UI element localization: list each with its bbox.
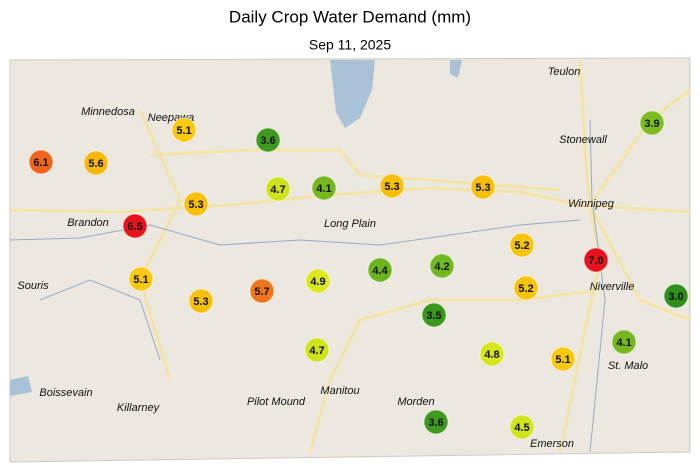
station-value: 4.7 [309,345,324,357]
station-value: 6.5 [127,221,142,233]
station-marker [249,278,275,304]
station-value: 4.8 [484,349,499,361]
station-marker [429,253,455,279]
station-value: 3.5 [426,310,441,322]
station-marker [83,150,109,176]
station-marker [379,173,405,199]
basemap [9,57,691,463]
station-marker [171,117,197,143]
station-value: 4.9 [310,276,325,288]
place-label: Teulon [548,66,581,78]
station-marker [663,283,689,309]
station-value: 7.0 [588,255,603,267]
place-label: Emerson [530,438,574,450]
station-marker [305,268,331,294]
title: Daily Crop Water Demand (mm) [229,7,471,26]
station-value: 5.3 [384,181,399,193]
station-marker [311,175,337,201]
station-value: 5.1 [555,354,570,366]
station-value: 3.9 [644,118,659,130]
station-value: 5.3 [193,296,208,308]
place-label: Stonewall [559,134,607,146]
station-marker [128,266,154,292]
station-marker [423,409,449,435]
place-label: Manitou [320,385,359,397]
place-label: Pilot Mound [247,396,306,408]
station-marker [583,247,609,273]
station-value: 4.2 [434,261,449,273]
station-marker [611,329,637,355]
stations: 6.1 5.6 5.1 3.6 4.7 4.1 5.3 5.3 3.9 5.3 6.5 5.1 5.3 5… [28,110,689,440]
station-value: 4.4 [372,265,388,277]
station-value: 5.3 [475,182,490,194]
station-value: 5.3 [188,199,203,211]
station-marker [367,257,393,283]
station-marker [188,288,214,314]
station-marker [255,127,281,153]
subtitle: Sep 11, 2025 [309,37,391,53]
station-marker [513,275,539,301]
station-value: 5.2 [518,283,533,295]
station-value: 5.7 [254,286,269,298]
place-label: Niverville [590,281,635,293]
station-value: 5.6 [88,158,103,170]
place-label: St. Malo [608,360,648,372]
place-label: Minnedosa [81,106,135,118]
station-value: 3.0 [668,291,683,303]
station-marker [421,302,447,328]
place-label: Long Plain [324,218,376,230]
station-marker [509,414,535,440]
place-label: Souris [17,280,49,292]
station-value: 3.6 [428,417,443,429]
station-value: 3.6 [260,135,275,147]
station-marker [28,149,54,175]
station-marker [509,232,535,258]
station-marker [470,174,496,200]
station-marker [639,110,665,136]
place-label: Winnipeg [568,198,615,210]
place-label: Brandon [67,217,109,229]
station-value: 4.1 [316,183,331,195]
station-marker [479,341,505,367]
station-marker [265,176,291,202]
station-marker [550,346,576,372]
station-value: 5.1 [176,125,191,137]
place-label: Morden [397,396,434,408]
station-value: 4.5 [514,422,529,434]
place-label: Killarney [117,402,161,414]
station-value: 6.1 [33,157,48,169]
station-value: 5.2 [514,240,529,252]
place-label: Boissevain [39,387,92,399]
station-value: 4.7 [270,184,285,196]
station-marker [122,213,148,239]
station-value: 5.1 [133,274,148,286]
station-marker [183,191,209,217]
station-marker [304,337,330,363]
station-value: 4.1 [616,337,631,349]
